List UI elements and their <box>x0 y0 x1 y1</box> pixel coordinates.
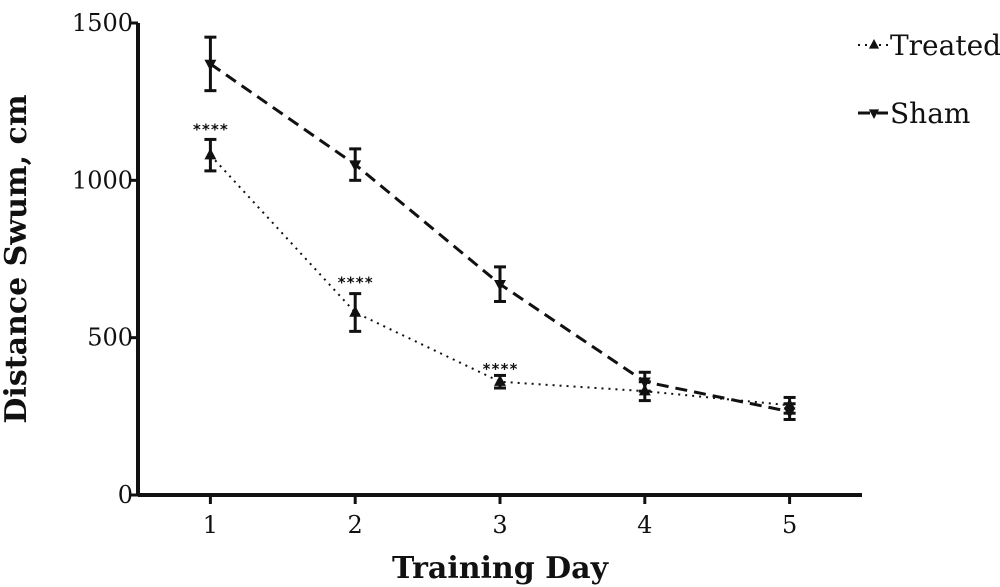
legend-item-treated: Treated <box>858 29 1000 62</box>
data-point <box>349 160 362 172</box>
y-tick-label: 0 <box>118 481 133 509</box>
series-sham <box>204 35 796 421</box>
x-tick-label: 3 <box>492 511 507 539</box>
legend-marker <box>868 39 880 49</box>
y-tick-label: 1500 <box>72 9 133 37</box>
significance-label: **** <box>337 273 373 291</box>
y-axis-title: Distance Swum, cm <box>0 94 34 423</box>
data-point <box>349 305 362 317</box>
series-group <box>204 35 796 421</box>
data-point <box>783 407 796 419</box>
data-point <box>204 59 217 71</box>
x-tick-label: 4 <box>637 511 652 539</box>
significance-label: **** <box>192 121 228 139</box>
x-tick-label: 2 <box>348 511 363 539</box>
legend-item-sham: Sham <box>858 97 970 130</box>
x-tick-label: 5 <box>782 511 797 539</box>
axes: 0 500 1000 1500 1 2 3 4 5 <box>72 9 862 539</box>
x-axis-title: Training Day <box>392 551 610 586</box>
series-line-treated <box>209 154 790 407</box>
legend-label: Sham <box>890 97 970 130</box>
x-tick-label: 1 <box>203 511 218 539</box>
y-tick-label: 500 <box>87 324 133 352</box>
data-point <box>494 279 506 292</box>
y-tick-label: 1000 <box>72 166 133 194</box>
legend-label: Treated <box>890 29 1000 62</box>
significance-annotations: **** **** **** <box>192 121 518 378</box>
data-point <box>638 377 651 389</box>
data-point <box>204 148 217 160</box>
legend-marker <box>868 109 880 119</box>
significance-label: **** <box>482 360 518 378</box>
data-point <box>494 374 506 386</box>
legend: Treated Sham <box>858 29 1000 130</box>
